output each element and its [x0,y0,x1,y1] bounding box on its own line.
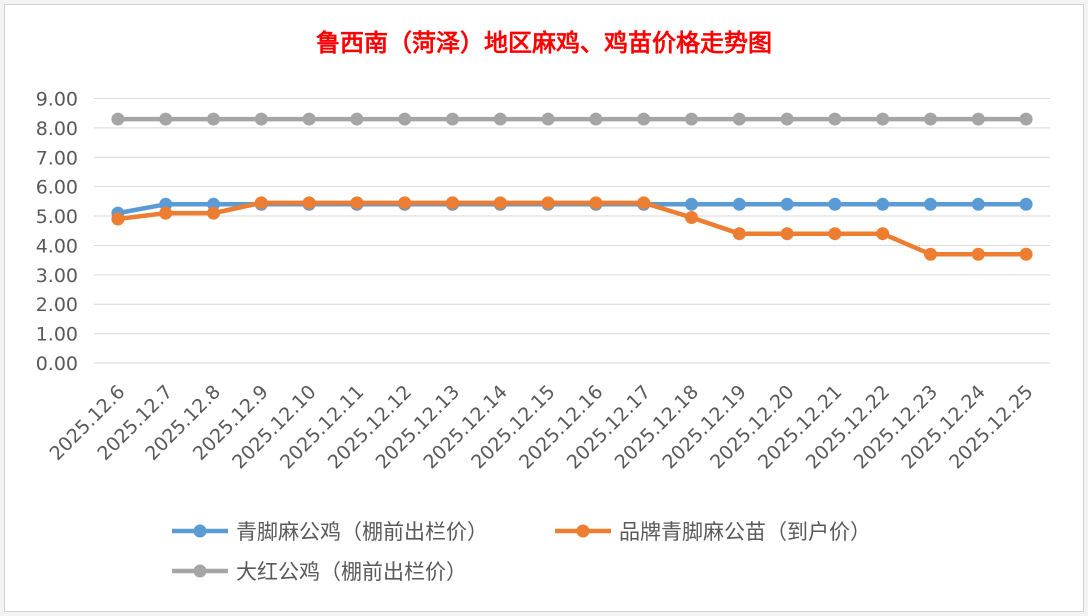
y-tick-label: 8.00 [36,118,78,140]
data-point [1019,247,1033,261]
legend: 青脚麻公鸡（棚前出栏价） 品牌青脚麻公苗（到户价） 大红公鸡（棚前出栏价） [172,520,871,584]
y-tick-label: 9.00 [36,89,78,111]
chart-title: 鲁西南（菏泽）地区麻鸡、鸡苗价格走势图 [316,28,772,57]
data-point [541,196,555,210]
data-point [780,227,794,241]
y-tick-label: 1.00 [36,324,78,346]
series-lines [111,112,1033,261]
data-point [637,112,651,126]
data-point [685,112,698,126]
legend-label: 大红公鸡（棚前出栏价） [236,560,467,584]
data-point [207,112,220,126]
data-point [111,212,125,226]
y-tick-label: 5.00 [36,206,78,228]
data-point [971,247,985,261]
data-point [876,197,890,211]
chart-area[interactable] [4,4,1084,612]
data-point [1019,112,1033,126]
data-point [254,196,268,210]
y-tick-label: 0.00 [36,353,78,375]
data-point [398,112,412,126]
data-point [971,197,985,211]
data-point [971,112,985,126]
data-point [302,196,316,210]
data-point [780,197,794,211]
data-point [159,206,173,220]
data-point [350,196,364,210]
data-point [302,112,316,126]
legend-swatch-marker [193,564,207,578]
data-point [1019,197,1033,211]
data-point [589,112,603,126]
y-tick-label: 4.00 [36,235,78,257]
data-point [780,112,794,126]
data-point [828,227,842,241]
data-point [493,196,507,210]
data-point [732,227,746,241]
data-point [876,112,890,126]
y-axis-tick-labels: 0.00 1.00 2.00 3.00 4.00 5.00 6.00 7.00 8.00 9.00 [36,89,78,376]
data-point [924,112,937,126]
y-tick-label: 7.00 [36,147,78,169]
legend-label: 品牌青脚麻公苗（到户价） [619,520,871,544]
legend-swatch-marker [576,524,590,538]
data-point [828,197,842,211]
gridlines [94,98,1050,364]
data-point [732,112,746,126]
data-point [111,112,125,126]
data-point [159,112,173,126]
data-point [207,206,220,220]
data-point [589,196,603,210]
y-tick-label: 3.00 [36,265,78,287]
x-axis-tick-labels: 2025.12.62025.12.72025.12.82025.12.92025… [45,381,1037,473]
data-point [828,112,842,126]
data-point [924,247,937,261]
y-tick-label: 6.00 [36,177,78,199]
legend-label: 青脚麻公鸡（棚前出栏价） [236,520,488,544]
data-point [685,211,698,225]
legend-item[interactable]: 大红公鸡（棚前出栏价） [172,560,467,584]
data-point [398,196,412,210]
legend-item[interactable]: 青脚麻公鸡（棚前出栏价） [172,520,488,544]
data-point [446,196,459,210]
series-2 [111,196,1033,261]
data-point [541,112,555,126]
data-point [493,112,507,126]
data-point [876,227,890,241]
data-point [924,197,937,211]
data-point [254,112,268,126]
data-point [685,197,698,211]
data-point [637,196,651,210]
series-3 [111,112,1033,126]
series-line [117,200,1027,257]
data-point [350,112,364,126]
data-point [732,197,746,211]
legend-item[interactable]: 品牌青脚麻公苗（到户价） [555,520,871,544]
y-tick-label: 2.00 [36,294,78,316]
data-point [446,112,459,126]
legend-swatch-marker [193,524,207,538]
